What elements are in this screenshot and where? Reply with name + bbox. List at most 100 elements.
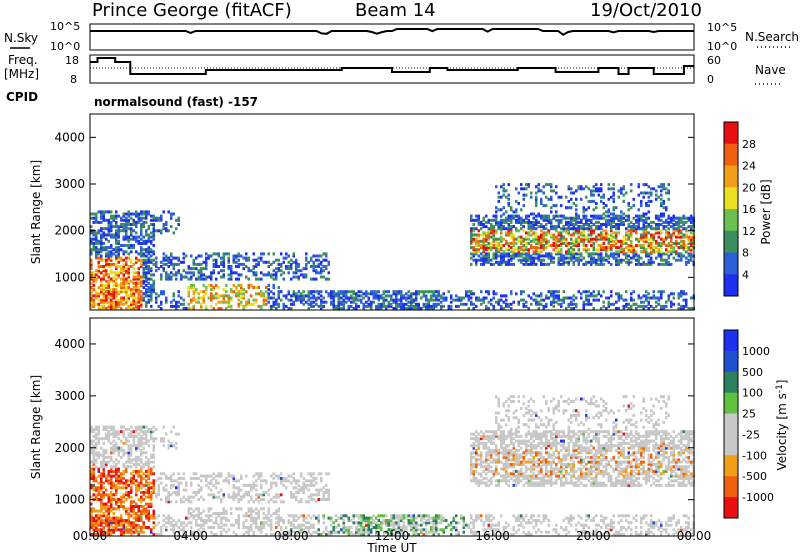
heatmap-cell (105, 479, 108, 483)
heatmap-cell (670, 246, 673, 250)
heatmap-cell (262, 302, 265, 306)
heatmap-cell (527, 252, 530, 256)
heatmap-cell (670, 218, 673, 222)
heatmap-cell (542, 237, 545, 241)
heatmap-cell (340, 292, 343, 296)
nave-bottom-tick: 0 (707, 73, 714, 86)
heatmap-cell (622, 212, 625, 216)
heatmap-cell (102, 273, 105, 277)
heatmap-cell (647, 191, 650, 195)
heatmap-cell (517, 229, 520, 233)
heatmap-cell (150, 218, 153, 222)
heatmap-cell (205, 260, 208, 264)
heatmap-cell (150, 502, 153, 506)
heatmap-cell (182, 526, 185, 529)
heatmap-cell (287, 521, 290, 525)
heatmap-cell (402, 304, 405, 308)
heatmap-cell (370, 304, 373, 308)
heatmap-cell (412, 298, 415, 302)
heatmap-cell (215, 516, 218, 520)
heatmap-cell (657, 235, 660, 239)
heatmap-cell (307, 298, 310, 302)
heatmap-cell (362, 307, 365, 310)
heatmap-cell (645, 212, 648, 216)
heatmap-cell (557, 220, 560, 224)
heatmap-cell (160, 273, 163, 277)
heatmap-cell (127, 521, 130, 525)
heatmap-cell (100, 239, 103, 243)
heatmap-cell (277, 296, 280, 300)
heatmap-cell (310, 265, 313, 268)
heatmap-cell (107, 304, 110, 308)
heatmap-cell (437, 290, 440, 294)
heatmap-cell (142, 296, 145, 300)
heatmap-cell (120, 298, 123, 302)
heatmap-cell (177, 269, 180, 273)
heatmap-cell (645, 216, 648, 220)
heatmap-cell (672, 256, 675, 260)
heatmap-cell (137, 290, 140, 294)
heatmap-cell (90, 474, 93, 478)
heatmap-cell (670, 216, 673, 220)
heatmap-cell (300, 486, 303, 490)
heatmap-cell (577, 241, 580, 245)
heatmap-cell (237, 298, 240, 302)
heatmap-cell (197, 262, 200, 266)
heatmap-cell (132, 505, 135, 508)
heatmap-cell (117, 467, 120, 471)
heatmap-cell (90, 465, 93, 469)
heatmap-cell (522, 193, 525, 197)
heatmap-cell (192, 516, 195, 520)
heatmap-cell (240, 476, 243, 480)
heatmap-cell (447, 307, 450, 310)
heatmap-cell (165, 528, 168, 532)
heatmap-cell (670, 302, 673, 306)
heatmap-cell (310, 523, 313, 527)
heatmap-cell (595, 227, 598, 231)
heatmap-cell (370, 300, 373, 304)
heatmap-cell (657, 296, 660, 300)
heatmap-cell (127, 509, 130, 513)
heatmap-cell (180, 277, 183, 281)
heatmap-cell (225, 516, 228, 520)
heatmap-cell (520, 260, 523, 264)
heatmap-cell (497, 223, 500, 226)
heatmap-cell (95, 250, 98, 254)
heatmap-cell (500, 258, 503, 262)
heatmap-cell (587, 290, 590, 294)
heatmap-cell (230, 265, 233, 268)
heatmap-cell (225, 294, 228, 298)
heatmap-cell (207, 507, 210, 511)
heatmap-cell (627, 216, 630, 220)
heatmap-cell (382, 304, 385, 308)
heatmap-cell (495, 185, 498, 189)
heatmap-cell (147, 281, 150, 285)
heatmap-cell (290, 514, 293, 518)
heatmap-cell (170, 479, 173, 483)
heatmap-cell (280, 273, 283, 277)
heatmap-cell (232, 256, 235, 260)
heatmap-cell (517, 220, 520, 224)
heatmap-cell (600, 233, 603, 237)
heatmap-cell (357, 290, 360, 294)
heatmap-cell (95, 252, 98, 256)
heatmap-cell (232, 530, 235, 534)
heatmap-cell (602, 241, 605, 245)
heatmap-cell (472, 248, 475, 252)
heatmap-cell (140, 453, 143, 457)
heatmap-cell (147, 210, 150, 214)
heatmap-cell (555, 252, 558, 256)
heatmap-cell (482, 262, 485, 266)
heatmap-cell (642, 220, 645, 224)
heatmap-cell (140, 495, 143, 499)
heatmap-cell (375, 304, 378, 308)
heatmap-cell (140, 218, 143, 222)
heatmap-cell (580, 292, 583, 296)
heatmap-cell (172, 523, 175, 527)
heatmap-cell (95, 476, 98, 480)
heatmap-cell (610, 229, 613, 233)
heatmap-cell (307, 488, 310, 492)
heatmap-cell (625, 256, 628, 260)
heatmap-cell (630, 227, 633, 231)
heatmap-cell (310, 256, 313, 260)
